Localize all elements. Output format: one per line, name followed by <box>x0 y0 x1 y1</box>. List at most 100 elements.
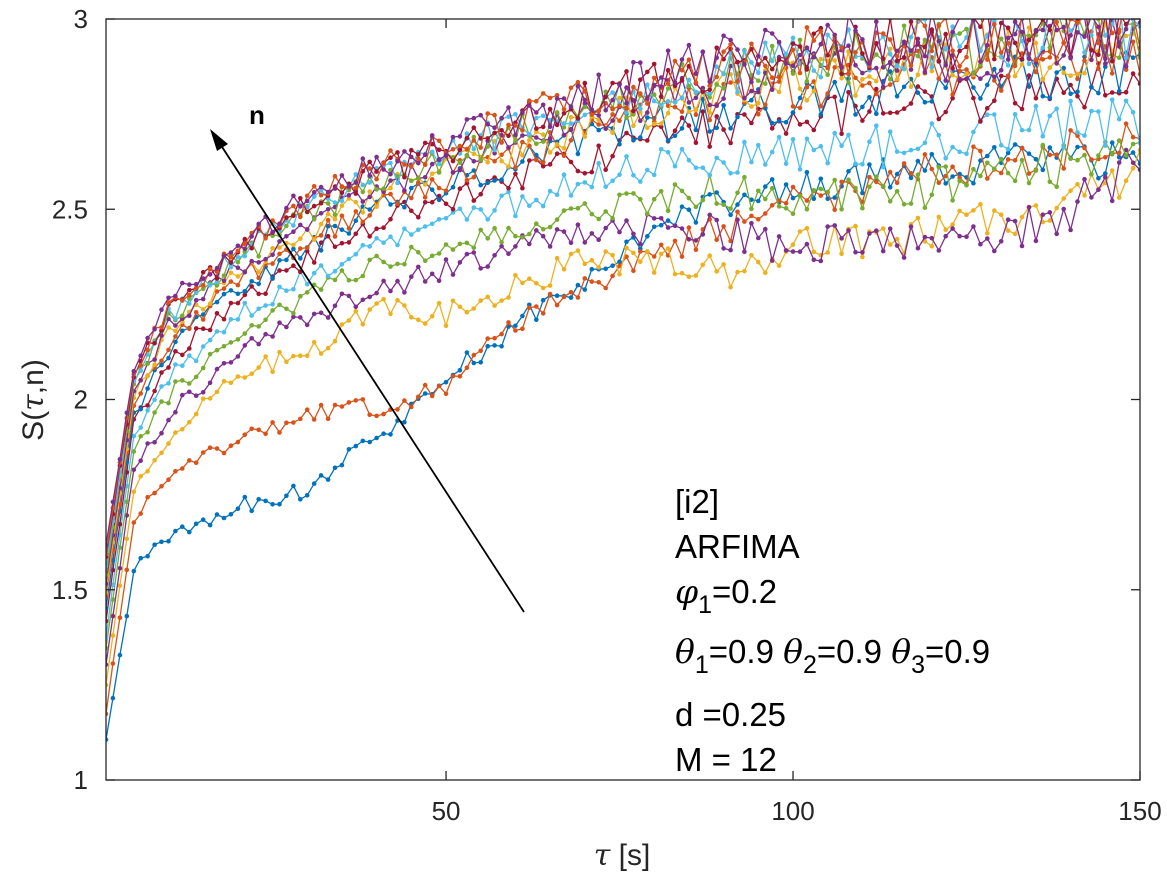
data-point <box>284 493 289 499</box>
x-tick-label: 50 <box>432 796 461 826</box>
data-point <box>624 218 629 223</box>
data-point <box>1012 112 1018 117</box>
data-point <box>1019 56 1025 62</box>
data-point <box>228 250 234 255</box>
data-point <box>825 189 830 195</box>
data-point <box>1075 181 1080 187</box>
data-point <box>1040 212 1046 217</box>
data-point <box>575 206 581 211</box>
data-point <box>422 195 428 200</box>
data-point <box>346 278 352 283</box>
data-point <box>395 261 400 267</box>
data-point <box>367 294 373 300</box>
data-point <box>783 201 789 206</box>
data-point <box>853 161 858 167</box>
data-point <box>742 249 747 255</box>
data-point <box>631 112 636 117</box>
data-point <box>242 375 248 380</box>
data-point <box>284 215 289 220</box>
data-point <box>769 58 775 64</box>
data-point <box>492 343 497 348</box>
data-point <box>631 108 636 114</box>
data-point <box>1033 103 1039 109</box>
data-point <box>811 54 817 60</box>
data-point <box>353 231 359 237</box>
data-point <box>1054 184 1059 189</box>
data-point <box>568 289 574 295</box>
data-point <box>908 48 914 53</box>
data-point <box>1047 152 1053 158</box>
data-point <box>707 253 712 258</box>
data-point <box>332 268 338 274</box>
data-point <box>388 155 393 160</box>
data-point <box>1123 178 1129 183</box>
data-point <box>901 55 907 60</box>
data-point <box>617 192 622 198</box>
data-point <box>853 223 858 229</box>
data-point <box>152 458 157 463</box>
data-point <box>499 115 504 121</box>
data-point <box>506 295 511 300</box>
data-point <box>735 209 740 215</box>
data-point <box>478 112 484 118</box>
data-point <box>429 271 435 277</box>
data-point <box>645 125 650 130</box>
data-point <box>853 28 858 33</box>
data-point <box>381 240 386 245</box>
data-point <box>534 228 539 233</box>
data-point <box>110 633 116 638</box>
data-point <box>561 267 567 272</box>
data-point <box>298 196 303 201</box>
data-point <box>547 150 553 155</box>
data-point <box>610 118 615 123</box>
data-point <box>950 48 955 53</box>
data-point <box>658 146 664 152</box>
data-point <box>436 138 442 144</box>
data-point <box>624 100 629 106</box>
data-point <box>721 224 726 229</box>
data-point <box>631 138 636 143</box>
data-point <box>915 84 921 89</box>
data-point <box>665 149 671 155</box>
data-point <box>908 84 914 90</box>
data-point <box>304 245 310 250</box>
data-point <box>450 158 456 164</box>
data-point <box>214 311 220 316</box>
data-point <box>409 147 414 153</box>
data-point <box>499 193 504 199</box>
data-point <box>443 201 449 207</box>
data-point <box>950 226 955 231</box>
data-point <box>638 179 643 184</box>
data-point <box>346 447 352 452</box>
data-point <box>318 310 324 316</box>
data-point <box>457 260 463 265</box>
data-point <box>769 66 775 72</box>
data-point <box>193 326 199 331</box>
data-point <box>534 152 539 158</box>
data-point <box>360 242 366 248</box>
data-point <box>658 94 664 99</box>
data-point <box>249 371 254 377</box>
n-arrow: n <box>210 100 525 613</box>
data-point <box>894 180 900 186</box>
data-point <box>894 58 900 64</box>
data-point <box>1068 98 1073 104</box>
data-point <box>540 311 546 316</box>
data-point <box>721 246 726 251</box>
data-point <box>422 321 428 326</box>
data-point <box>1131 7 1136 12</box>
data-point <box>756 217 761 222</box>
data-point <box>832 32 837 38</box>
data-point <box>242 246 248 252</box>
data-point <box>631 231 636 237</box>
data-point <box>422 182 428 187</box>
data-point <box>707 79 712 85</box>
data-point <box>457 143 463 149</box>
data-point <box>693 95 699 101</box>
data-point <box>658 216 664 221</box>
data-point <box>589 231 595 236</box>
data-point <box>429 149 435 155</box>
data-point <box>1068 82 1073 88</box>
data-point <box>922 140 928 146</box>
